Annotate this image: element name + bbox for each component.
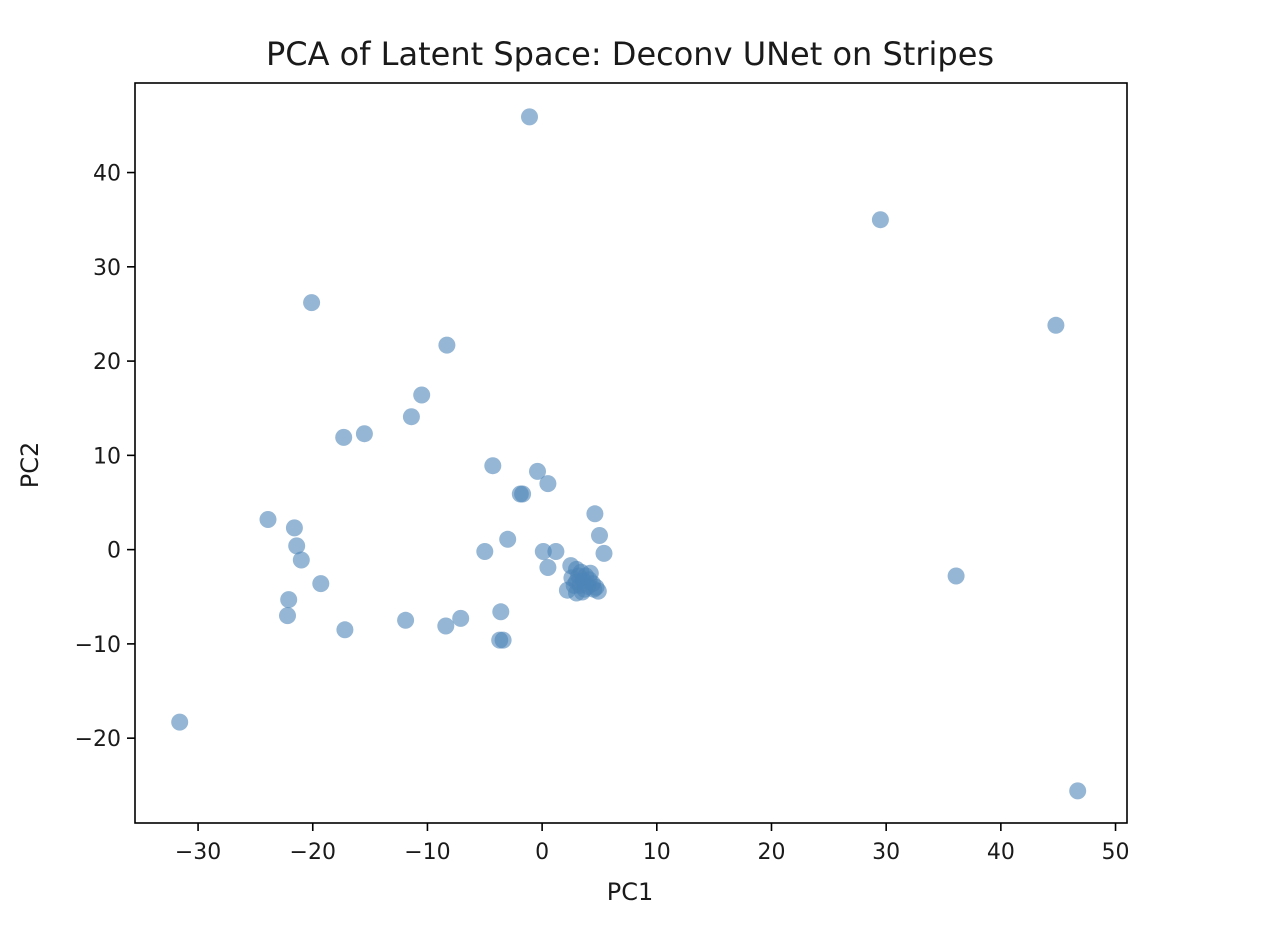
data-point [499, 530, 517, 548]
y-tick-label: 40 [93, 162, 121, 187]
data-point [292, 551, 310, 569]
data-point [259, 511, 277, 528]
y-tick-label: 0 [107, 539, 121, 564]
x-tick-label: −10 [404, 840, 450, 865]
data-point [397, 611, 415, 629]
data-point [494, 631, 512, 649]
data-point [280, 591, 298, 609]
data-point [303, 294, 321, 312]
data-point [492, 603, 510, 621]
data-point [581, 564, 599, 582]
y-tick-label: 10 [93, 444, 121, 469]
data-point [438, 336, 456, 354]
x-tick-label: −30 [175, 840, 221, 865]
data-point [171, 713, 189, 731]
y-tick-label: −10 [75, 633, 121, 658]
chart-title: PCA of Latent Space: Deconv UNet on Stri… [266, 35, 994, 73]
data-point [591, 527, 608, 544]
x-tick-label: 20 [757, 840, 785, 865]
y-tick-label: 20 [93, 350, 121, 375]
x-axis: −30 −20 −10 0 10 20 30 40 50 [175, 823, 1130, 865]
data-point [312, 575, 330, 593]
data-point [586, 505, 604, 523]
data-point [476, 543, 494, 560]
data-point [565, 576, 583, 594]
data-point [539, 559, 557, 576]
data-point [452, 609, 470, 627]
data-point [1047, 316, 1065, 334]
data-point [355, 425, 373, 443]
data-point [1069, 782, 1087, 800]
data-point [514, 485, 532, 503]
data-point [521, 108, 538, 126]
x-axis-label: PC1 [607, 878, 654, 906]
plot-frame [134, 82, 1128, 824]
data-point [437, 617, 455, 635]
data-point [534, 543, 552, 560]
data-point [335, 428, 353, 446]
x-tick-label: 50 [1102, 840, 1130, 865]
data-point [288, 537, 306, 555]
data-point [285, 519, 303, 537]
y-tick-label: −20 [75, 727, 121, 752]
data-point [947, 567, 965, 585]
x-tick-label: 30 [872, 840, 900, 865]
y-axis-label: PC2 [16, 442, 44, 489]
y-tick-label: 30 [93, 256, 121, 281]
x-tick-label: 40 [987, 840, 1015, 865]
x-tick-label: 10 [643, 840, 671, 865]
data-point [529, 462, 546, 480]
data-point [595, 544, 613, 562]
data-point [402, 408, 420, 426]
data-point [484, 457, 502, 475]
data-point [413, 386, 431, 404]
y-axis: −20 −10 0 10 20 30 40 [75, 162, 135, 752]
data-point [279, 607, 296, 625]
x-tick-label: −20 [290, 840, 336, 865]
data-point [547, 543, 565, 560]
points-layer [171, 108, 1087, 800]
data-point [336, 621, 354, 639]
x-tick-label: 0 [535, 840, 549, 865]
data-point [539, 475, 557, 493]
data-point [871, 211, 889, 229]
